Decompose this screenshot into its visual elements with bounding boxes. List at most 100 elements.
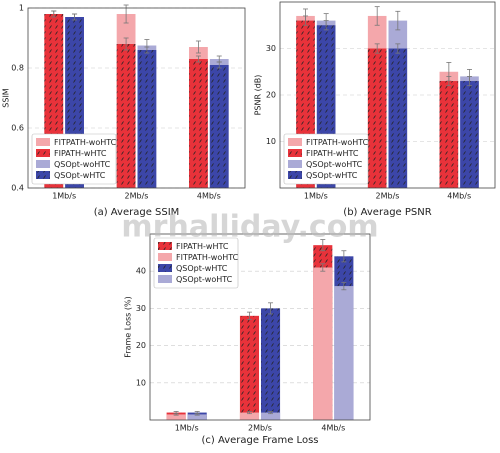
legend-label: FIPATH-wHTC bbox=[306, 149, 359, 158]
y-tick-label: 0.6 bbox=[11, 124, 24, 133]
error-bar bbox=[466, 76, 472, 87]
x-tick-label: 2Mb/s bbox=[248, 424, 272, 433]
y-axis-label: Frame Loss (%) bbox=[124, 296, 133, 357]
legend-label: QSOpt-woHTC bbox=[306, 160, 363, 169]
legend-swatch bbox=[36, 160, 50, 168]
legend-label: QSOpt-wHTC bbox=[306, 171, 358, 180]
bar bbox=[187, 414, 207, 420]
x-tick-label: 1Mb/s bbox=[52, 192, 76, 201]
y-tick-label: 20 bbox=[266, 91, 276, 100]
y-tick-label: 30 bbox=[266, 44, 276, 53]
error-bar bbox=[395, 43, 401, 54]
bar bbox=[116, 44, 136, 188]
plot-frame bbox=[279, 1, 496, 189]
bar bbox=[439, 81, 459, 188]
caption: (a) Average SSIM bbox=[94, 207, 180, 218]
error-bar bbox=[446, 76, 452, 87]
bar bbox=[209, 65, 229, 188]
bar bbox=[460, 81, 479, 188]
bar bbox=[166, 414, 186, 420]
error-bar bbox=[395, 10, 401, 31]
plot-frame bbox=[27, 7, 246, 189]
error-bar bbox=[323, 20, 329, 31]
y-tick-label: 40 bbox=[136, 267, 146, 276]
legend-label: FIPATH-wHTC bbox=[176, 242, 229, 251]
x-tick-label: 1Mb/s bbox=[175, 424, 199, 433]
bar bbox=[261, 308, 281, 420]
error-bar bbox=[303, 15, 309, 26]
bar bbox=[137, 50, 157, 188]
error-bar bbox=[268, 302, 274, 315]
plot-frame bbox=[149, 233, 371, 421]
bar bbox=[388, 48, 408, 188]
legend-swatch bbox=[288, 160, 302, 168]
legend-label: FITPATH-woHTC bbox=[176, 253, 239, 262]
legend-label: QSOpt-wHTC bbox=[54, 171, 106, 180]
bar bbox=[189, 59, 208, 188]
legend-box bbox=[283, 133, 369, 185]
legend-box bbox=[31, 133, 117, 185]
legend-swatch bbox=[36, 149, 50, 157]
error-bar bbox=[51, 10, 57, 18]
y-axis-label: SSIM bbox=[2, 88, 11, 108]
legend-label: FITPATH-woHTC bbox=[306, 138, 369, 147]
error-bar bbox=[144, 46, 150, 54]
y-tick-label: 30 bbox=[136, 304, 146, 313]
legend-label: QSOpt-woHTC bbox=[54, 160, 111, 169]
watermark: mrhalliday.com bbox=[121, 210, 378, 245]
y-tick-label: 1 bbox=[19, 4, 24, 13]
error-bar bbox=[341, 281, 347, 291]
bar bbox=[334, 286, 354, 420]
error-bar bbox=[195, 40, 201, 54]
legend-swatch bbox=[36, 138, 50, 146]
bar bbox=[239, 315, 259, 420]
x-tick-label: 2Mb/s bbox=[125, 192, 149, 201]
bar bbox=[261, 412, 281, 420]
error-bar bbox=[195, 55, 201, 63]
error-bar bbox=[123, 37, 129, 51]
legend-label: FITPATH-woHTC bbox=[54, 138, 117, 147]
y-tick-label: 0.4 bbox=[11, 184, 24, 193]
error-bar bbox=[194, 413, 200, 416]
error-bar bbox=[374, 6, 380, 26]
legend-swatch bbox=[36, 171, 50, 179]
error-bar bbox=[216, 61, 222, 69]
caption: (b) Average PSNR bbox=[343, 207, 431, 218]
y-axis-label: PSNR (dB) bbox=[254, 75, 263, 116]
legend-label: FIPATH-wHTC bbox=[54, 149, 107, 158]
legend-swatch bbox=[158, 275, 172, 283]
legend-box bbox=[153, 237, 239, 289]
x-tick-label: 4Mb/s bbox=[321, 424, 345, 433]
bar bbox=[367, 48, 387, 188]
error-bar bbox=[246, 311, 252, 320]
y-tick-label: 10 bbox=[136, 378, 146, 387]
x-tick-label: 4Mb/s bbox=[197, 192, 221, 201]
caption: (c) Average Frame Loss bbox=[202, 435, 319, 446]
legend-swatch bbox=[158, 253, 172, 261]
x-tick-label: 1Mb/s bbox=[304, 192, 328, 201]
error-bar bbox=[72, 13, 78, 21]
error-bar bbox=[341, 250, 347, 263]
bar bbox=[313, 267, 333, 420]
legend-label: QSOpt-woHTC bbox=[176, 275, 233, 284]
error-bar bbox=[268, 411, 274, 415]
error-bar bbox=[320, 263, 326, 272]
error-bar bbox=[173, 413, 179, 416]
y-tick-label: 10 bbox=[266, 137, 276, 146]
y-tick-label: 20 bbox=[136, 341, 146, 350]
error-bar bbox=[246, 411, 252, 415]
error-bar bbox=[320, 239, 326, 252]
legend-swatch bbox=[288, 138, 302, 146]
y-tick-label: 0.8 bbox=[11, 64, 24, 73]
legend-swatch bbox=[288, 171, 302, 179]
legend-swatch bbox=[158, 264, 172, 272]
legend-swatch bbox=[288, 149, 302, 157]
legend-label: QSOpt-wHTC bbox=[176, 264, 228, 273]
bar bbox=[239, 412, 259, 420]
legend-swatch bbox=[158, 242, 172, 250]
error-bar bbox=[374, 43, 380, 54]
x-tick-label: 2Mb/s bbox=[376, 192, 400, 201]
x-tick-label: 4Mb/s bbox=[447, 192, 471, 201]
